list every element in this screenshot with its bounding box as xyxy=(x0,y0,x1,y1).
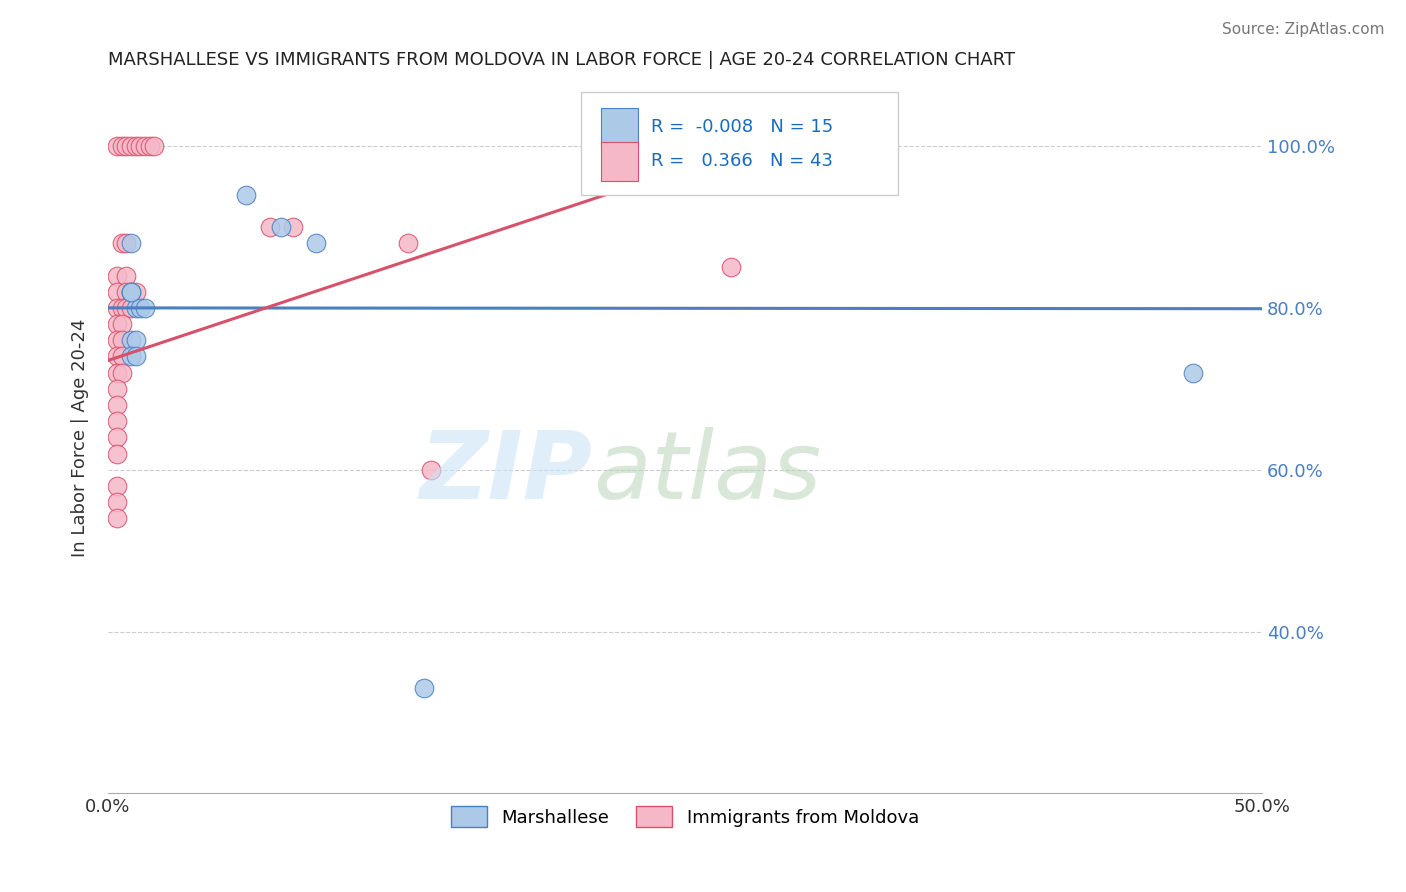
Point xyxy=(105,511,128,525)
Point xyxy=(105,333,128,347)
Point xyxy=(111,350,134,364)
FancyBboxPatch shape xyxy=(581,92,898,195)
Point xyxy=(115,285,138,299)
Point xyxy=(120,139,142,153)
Point xyxy=(125,350,148,364)
Point xyxy=(143,139,166,153)
Point xyxy=(120,301,142,315)
Point xyxy=(111,301,134,315)
Point xyxy=(105,479,128,493)
Point xyxy=(111,317,134,331)
Point xyxy=(125,139,148,153)
Point xyxy=(125,285,148,299)
Point xyxy=(413,681,436,695)
Text: R =   0.366   N = 43: R = 0.366 N = 43 xyxy=(651,153,834,170)
Point xyxy=(105,317,128,331)
Point xyxy=(259,219,281,234)
Point xyxy=(105,268,128,283)
Point xyxy=(281,219,304,234)
Point xyxy=(120,285,142,299)
Point xyxy=(105,285,128,299)
Text: MARSHALLESE VS IMMIGRANTS FROM MOLDOVA IN LABOR FORCE | AGE 20-24 CORRELATION CH: MARSHALLESE VS IMMIGRANTS FROM MOLDOVA I… xyxy=(108,51,1015,69)
Point xyxy=(105,414,128,428)
Text: Source: ZipAtlas.com: Source: ZipAtlas.com xyxy=(1222,22,1385,37)
Point xyxy=(105,446,128,460)
Point xyxy=(105,495,128,509)
Text: R =  -0.008   N = 15: R = -0.008 N = 15 xyxy=(651,119,834,136)
Point xyxy=(115,236,138,251)
Point xyxy=(305,236,328,251)
Point xyxy=(270,219,292,234)
Bar xyxy=(600,108,638,147)
Legend: Marshallese, Immigrants from Moldova: Marshallese, Immigrants from Moldova xyxy=(443,799,927,834)
Text: atlas: atlas xyxy=(593,427,821,518)
Text: ZIP: ZIP xyxy=(420,427,593,519)
Point xyxy=(125,333,148,347)
Point xyxy=(120,236,142,251)
Point xyxy=(134,301,156,315)
Point xyxy=(105,139,128,153)
Point xyxy=(120,285,142,299)
Point xyxy=(129,301,152,315)
Point xyxy=(105,301,128,315)
Point xyxy=(115,301,138,315)
Point xyxy=(115,268,138,283)
Point xyxy=(134,139,156,153)
Point xyxy=(120,350,142,364)
Point xyxy=(720,260,742,275)
Y-axis label: In Labor Force | Age 20-24: In Labor Force | Age 20-24 xyxy=(72,318,89,557)
Point xyxy=(105,382,128,396)
Point xyxy=(105,350,128,364)
Point xyxy=(111,333,134,347)
Point xyxy=(396,236,419,251)
Bar xyxy=(600,142,638,181)
Point xyxy=(125,301,148,315)
Point xyxy=(111,139,134,153)
Point xyxy=(120,333,142,347)
Point xyxy=(105,398,128,412)
Point xyxy=(420,463,443,477)
Point xyxy=(120,285,142,299)
Point xyxy=(111,236,134,251)
Point xyxy=(235,187,257,202)
Point xyxy=(111,366,134,380)
Point xyxy=(138,139,160,153)
Point xyxy=(105,366,128,380)
Point xyxy=(720,139,742,153)
Point xyxy=(115,139,138,153)
Point xyxy=(1181,366,1204,380)
Point xyxy=(105,430,128,444)
Point xyxy=(129,139,152,153)
